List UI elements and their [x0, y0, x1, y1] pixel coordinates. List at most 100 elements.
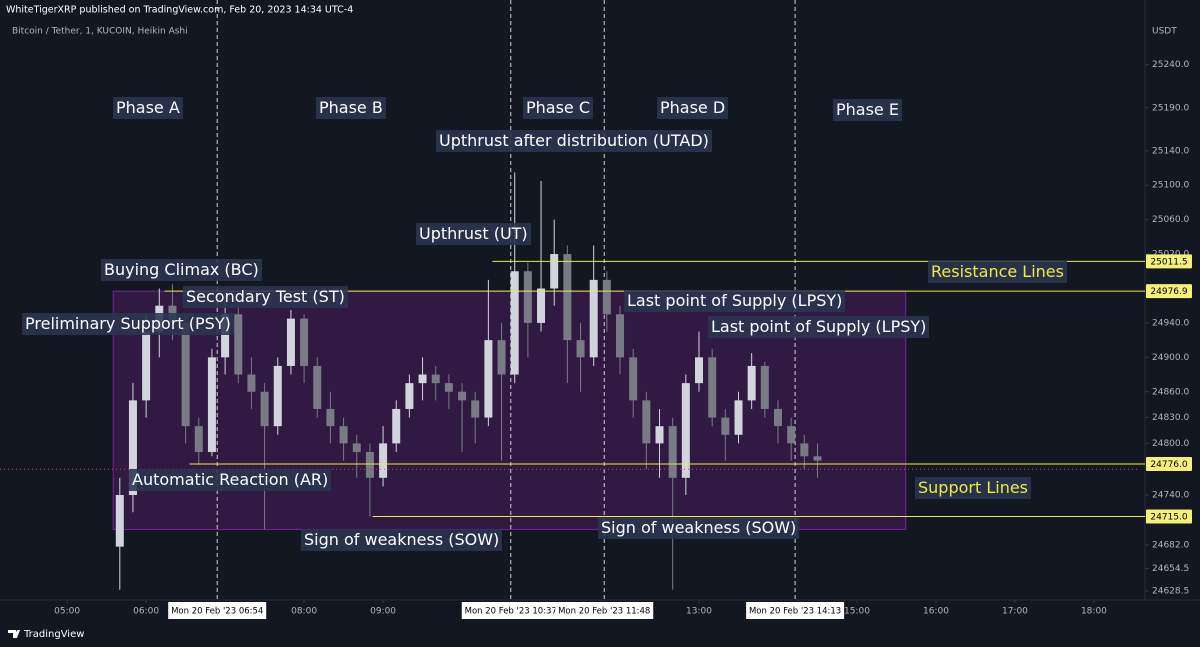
crosshair-label: Mon 20 Feb '23 14:13 [749, 607, 841, 617]
candle-body [484, 340, 493, 418]
y-tick-label: 24830.0 [1152, 413, 1189, 423]
annotation: Phase E [833, 99, 902, 121]
annotation: Phase C [523, 97, 594, 119]
brand: TradingView [23, 629, 84, 640]
y-tick-label: 25140.0 [1152, 146, 1189, 156]
annotation: Upthrust (UT) [416, 223, 531, 245]
price-label-box [1146, 457, 1192, 472]
candle-body [365, 451, 374, 478]
candle-body [142, 331, 151, 401]
candle-body [418, 374, 427, 384]
annotation: Secondary Test (ST) [183, 286, 348, 308]
annotation: Sign of weakness (SOW) [301, 529, 503, 551]
x-tick-label: 06:00 [133, 607, 159, 617]
candle-body [642, 400, 651, 444]
candle-body [181, 322, 190, 427]
crosshair-label-box [555, 602, 654, 619]
candle-body [550, 254, 559, 289]
candle-body [721, 417, 730, 435]
candle-body [510, 271, 519, 375]
candle-body [260, 391, 269, 427]
price-label-box [1146, 284, 1192, 299]
y-tick-label: 24682.0 [1152, 540, 1189, 550]
candle-body [773, 408, 782, 427]
annotation: Support Lines [915, 477, 1032, 499]
candle-body [234, 314, 243, 375]
crosshair-label-box [461, 602, 560, 619]
x-tick-label: 08:00 [291, 607, 317, 617]
candle-body [431, 374, 440, 384]
annotation: Upthrust after distribution (UTAD) [436, 130, 712, 152]
publisher: WhiteTigerXRP published on TradingView.c… [6, 5, 353, 16]
candle-body [747, 365, 756, 401]
candle-body [537, 288, 546, 323]
x-tick-label: 13:00 [686, 607, 712, 617]
x-tick-label: 17:00 [1002, 607, 1028, 617]
y-tick-label: 24654.5 [1152, 564, 1189, 574]
candle-body [602, 279, 611, 315]
candle-body [800, 443, 809, 457]
annotation: Automatic Reaction (AR) [129, 469, 332, 491]
crosshair-label: Mon 20 Feb '23 10:37 [465, 607, 557, 617]
candle-body [339, 426, 348, 444]
candle-body [523, 271, 532, 323]
candle-body [405, 383, 414, 409]
annotation: Last point of Supply (LPSY) [624, 290, 846, 312]
y-tick-label: 24900.0 [1152, 353, 1189, 363]
crosshair-label: Mon 20 Feb '23 06:54 [171, 607, 263, 617]
candle-body [629, 357, 638, 401]
candle-body [444, 383, 453, 392]
candle-body [668, 426, 677, 478]
brand-logo [8, 630, 20, 638]
candle-body [708, 357, 717, 418]
candle-body [352, 443, 361, 452]
candle-body [576, 340, 585, 358]
y-tick-label: 25240.0 [1152, 60, 1189, 70]
annotation: Phase D [657, 97, 729, 119]
crosshair-label-box [746, 602, 845, 619]
candle-body [589, 279, 598, 358]
price-label: 24776.0 [1150, 460, 1187, 470]
chart-title: Bitcoin / Tether, 1, KUCOIN, Heikin Ashi [12, 27, 188, 37]
annotation: Buying Climax (BC) [101, 259, 262, 281]
annotation: Last point of Supply (LPSY) [708, 316, 930, 338]
candle-body [734, 400, 743, 435]
price-label: 24715.0 [1150, 513, 1187, 523]
x-tick-label: 05:00 [54, 607, 80, 617]
y-tick-label: 25190.0 [1152, 103, 1189, 113]
x-tick-label: 09:00 [370, 607, 396, 617]
candle-body [616, 314, 625, 358]
candle-body [695, 357, 704, 384]
candle-body [286, 318, 295, 366]
candle-body [194, 426, 203, 452]
y-tick-label: 24740.0 [1152, 491, 1189, 501]
y-tick-label: 25060.0 [1152, 215, 1189, 225]
candle-body [458, 391, 467, 401]
y-tick-label: 25100.0 [1152, 181, 1189, 191]
candle-body [760, 365, 769, 409]
price-label-box [1146, 509, 1192, 524]
candle-body [497, 340, 506, 375]
candle-body [247, 374, 256, 392]
annotation: Phase B [316, 97, 386, 119]
candle-body [655, 426, 664, 444]
price-label-box [1146, 254, 1192, 269]
candle-body [313, 365, 322, 409]
candle-body [207, 357, 216, 452]
y-tick-label: 24800.0 [1152, 439, 1189, 449]
y-tick-label: 24628.5 [1152, 586, 1189, 596]
crosshair-label: Mon 20 Feb '23 11:48 [558, 607, 650, 617]
y-tick-label: 24860.0 [1152, 387, 1189, 397]
x-tick-label: 15:00 [844, 607, 870, 617]
x-tick-label: 18:00 [1081, 607, 1107, 617]
candle-body [681, 383, 690, 478]
price-label: 24976.9 [1150, 287, 1187, 297]
price-label: 25011.5 [1150, 257, 1187, 267]
currency: USDT [1152, 27, 1177, 37]
annotation: Phase A [113, 97, 183, 119]
annotation: Sign of weakness (SOW) [598, 517, 800, 539]
annotation: Resistance Lines [928, 261, 1067, 283]
candle-body [787, 426, 796, 444]
y-tick-label: 24940.0 [1152, 318, 1189, 328]
